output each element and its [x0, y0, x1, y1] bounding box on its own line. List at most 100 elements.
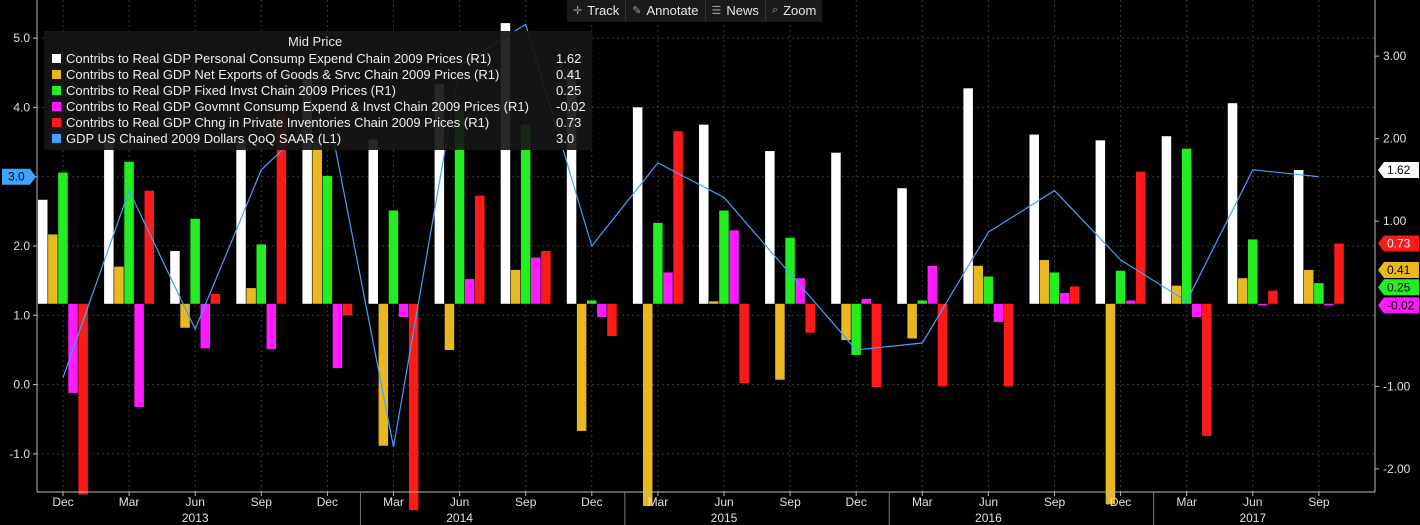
- bar: [897, 188, 907, 304]
- x-tick-label: Mar: [912, 495, 933, 509]
- legend-item-government: Contribs to Real GDP Govmnt Consump Expe…: [44, 98, 592, 114]
- bar: [1192, 303, 1202, 317]
- bar: [795, 278, 805, 304]
- x-tick-label: Mar: [119, 495, 140, 509]
- x-tick-label: Dec: [846, 495, 867, 509]
- bar: [210, 293, 221, 304]
- bar: [500, 23, 511, 304]
- legend-swatch: [52, 133, 61, 143]
- bar: [851, 303, 861, 355]
- bar: [1258, 303, 1268, 306]
- bar: [454, 110, 465, 304]
- bar: [1039, 260, 1050, 304]
- bar: [444, 303, 455, 351]
- track-label: Track: [587, 3, 620, 18]
- last-value-tag-fixed-investment-bg: [1378, 279, 1419, 296]
- bar: [312, 139, 322, 304]
- chart-legend: Mid Price Contribs to Real GDP Personal …: [44, 31, 592, 150]
- bar: [597, 303, 607, 317]
- bar: [475, 195, 485, 304]
- bar: [785, 237, 795, 304]
- bar: [1105, 303, 1116, 505]
- bar: [322, 175, 333, 304]
- legend-label: Contribs to Real GDP Personal Consump Ex…: [66, 50, 492, 66]
- legend-swatch: [52, 101, 61, 111]
- track-button[interactable]: ✛ Track: [567, 0, 625, 21]
- x-tick-label: Dec: [317, 495, 338, 509]
- bar: [510, 269, 521, 304]
- left-tick-label: 1.0: [13, 308, 30, 322]
- bar: [861, 298, 871, 304]
- bar: [368, 139, 378, 304]
- news-button[interactable]: ☰ News: [704, 0, 765, 21]
- bar: [302, 79, 312, 304]
- last-value-tag-inventories-bg: [1378, 235, 1419, 252]
- year-label: 2015: [711, 511, 738, 525]
- bar: [673, 131, 683, 304]
- right-tick-label: 1.00: [1383, 214, 1407, 228]
- bar: [1334, 243, 1344, 304]
- bar: [1237, 278, 1248, 304]
- left-tick-label: 4.0: [13, 100, 30, 114]
- bar: [805, 303, 815, 333]
- bar: [236, 140, 246, 304]
- bar: [765, 151, 775, 304]
- bar: [709, 301, 719, 304]
- bar: [1069, 286, 1080, 304]
- legend-value: 0.41: [556, 66, 582, 82]
- bar: [332, 303, 343, 369]
- bar: [907, 303, 917, 339]
- last-value-tag-consumption-bg: [1378, 162, 1419, 179]
- bar: [1268, 290, 1278, 304]
- bar: [937, 303, 948, 387]
- bar: [775, 303, 785, 380]
- x-tick-label: Sep: [1308, 495, 1330, 509]
- news-label: News: [726, 3, 759, 18]
- x-tick-label: Jun: [186, 495, 205, 509]
- legend-label: Contribs to Real GDP Net Exports of Good…: [66, 66, 500, 82]
- legend-label: Contribs to Real GDP Govmnt Consump Expe…: [66, 98, 529, 114]
- bar: [963, 88, 973, 304]
- x-tick-label: Jun: [1243, 495, 1262, 509]
- bar: [1095, 140, 1106, 304]
- legend-item-gdp: GDP US Chained 2009 Dollars QoQ SAAR (L1…: [44, 130, 592, 146]
- bar: [841, 303, 851, 341]
- right-tick-label: 3.00: [1383, 49, 1407, 63]
- right-tick-label: -1.00: [1383, 379, 1411, 393]
- bar: [378, 303, 389, 446]
- bar: [531, 257, 541, 304]
- x-tick-label: Mar: [383, 495, 404, 509]
- bar: [1324, 303, 1334, 306]
- last-value-tag-fixed-investment: 0.25: [1387, 280, 1411, 294]
- bar: [1003, 303, 1014, 387]
- bar: [663, 272, 673, 304]
- bar: [917, 300, 927, 304]
- zoom-button[interactable]: ⌕ Zoom: [764, 0, 822, 21]
- year-label: 2016: [975, 511, 1002, 525]
- annotate-button[interactable]: ✎ Annotate: [625, 0, 704, 21]
- bar: [124, 161, 134, 304]
- bar: [699, 124, 709, 304]
- bar: [48, 234, 58, 304]
- last-value-tag-government-bg: [1378, 297, 1419, 314]
- bar: [1304, 269, 1314, 304]
- last-value-tag-inventories: 0.73: [1387, 237, 1411, 251]
- legend-item-personal-consumption: Contribs to Real GDP Personal Consump Ex…: [44, 50, 592, 66]
- bar: [1181, 148, 1192, 304]
- x-tick-label: Mar: [1176, 495, 1197, 509]
- year-label: 2013: [182, 511, 209, 525]
- left-tick-label: -1.0: [9, 447, 30, 461]
- bar: [1202, 303, 1212, 436]
- bar: [993, 303, 1004, 322]
- bar: [246, 288, 256, 304]
- last-value-tag-consumption: 1.62: [1387, 163, 1411, 177]
- bar: [200, 303, 210, 349]
- x-tick-label: Mar: [648, 495, 669, 509]
- legend-item-net-exports: Contribs to Real GDP Net Exports of Good…: [44, 66, 592, 82]
- x-tick-label: Sep: [515, 495, 537, 509]
- legend-swatch: [52, 53, 61, 63]
- bar: [927, 265, 938, 304]
- bar: [104, 136, 114, 304]
- chart-toolbar: ✛ Track ✎ Annotate ☰ News ⌕ Zoom: [567, 0, 823, 22]
- bar: [973, 265, 983, 304]
